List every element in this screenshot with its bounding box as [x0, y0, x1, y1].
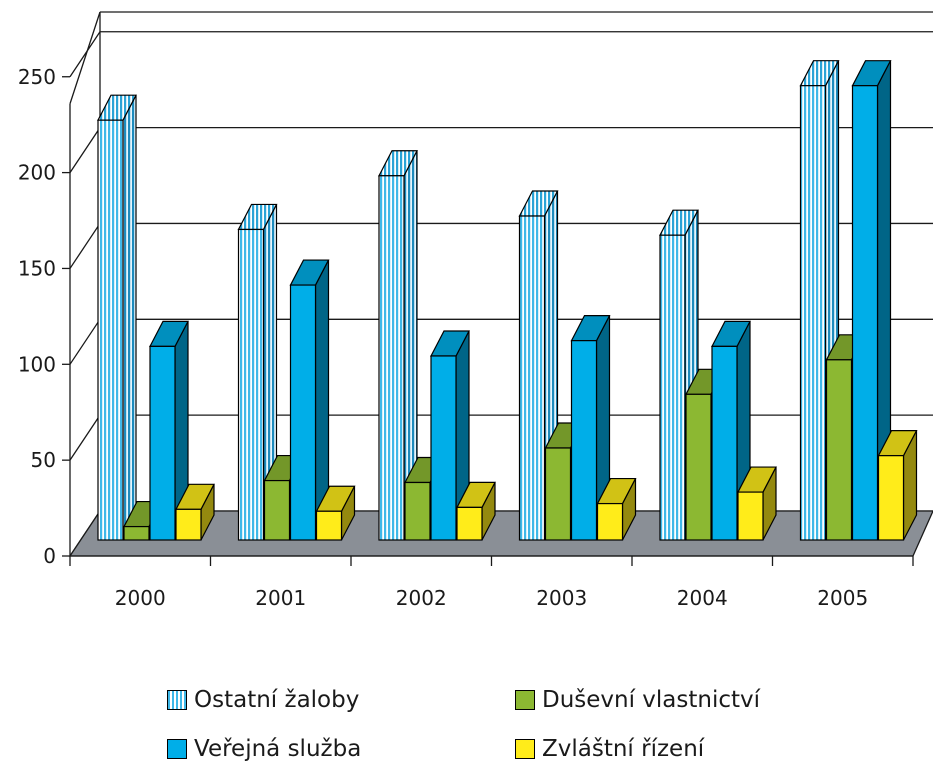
bar-veřejná-služba-2001 — [289, 259, 330, 541]
bar-front — [851, 85, 879, 541]
wall-gridline — [69, 223, 101, 269]
bar-front — [570, 340, 598, 541]
bar-front — [825, 359, 853, 541]
bar-front — [596, 502, 624, 541]
y-tick-label: 150 — [18, 256, 56, 280]
y-tick-label: 100 — [18, 352, 56, 376]
bar-zvláštní-řízení-2005 — [877, 430, 918, 541]
y-tick-label: 0 — [43, 544, 56, 568]
bar-front — [456, 506, 483, 541]
bar-front — [175, 508, 202, 541]
x-tick-label: 2002 — [396, 586, 447, 610]
bar-veřejná-služba-2005 — [851, 60, 892, 541]
bar-front — [877, 455, 905, 541]
bar-zvláštní-řízení-2003 — [596, 477, 637, 541]
bar-veřejná-služba-2003 — [570, 315, 611, 541]
y-tick-label: 250 — [18, 65, 56, 89]
x-tick-label: 2000 — [115, 586, 166, 610]
bar-front — [378, 175, 405, 541]
bar-front — [430, 355, 457, 541]
bar-front — [237, 228, 265, 541]
wall-gridline — [69, 414, 101, 461]
x-tick-label: 2005 — [817, 586, 868, 610]
x-tick-label: 2003 — [536, 586, 587, 610]
wall-gridline — [69, 31, 101, 78]
wall-gridline — [69, 127, 101, 173]
bar-front — [315, 510, 343, 541]
bar-ostatní-žaloby-2001 — [237, 203, 278, 541]
bar-front — [263, 479, 291, 541]
bar-veřejná-služba-2004 — [711, 320, 751, 541]
bar-front — [123, 525, 150, 541]
y-tick-label: 200 — [18, 161, 56, 185]
wall-gridline — [69, 318, 101, 365]
bar-front — [97, 119, 124, 541]
bar-front — [711, 345, 738, 541]
bar-side — [122, 94, 137, 541]
bar-front — [685, 393, 712, 541]
bar-front — [149, 345, 176, 541]
bar-ostatní-žaloby-2003 — [518, 190, 559, 541]
bar-veřejná-služba-2002 — [430, 330, 470, 541]
bar-front — [659, 234, 686, 541]
x-tick-label: 2001 — [255, 586, 306, 610]
bar-veřejná-služba-2000 — [149, 320, 189, 541]
bar-front — [544, 447, 572, 541]
bar-front — [518, 215, 546, 541]
y-tick-label: 50 — [31, 448, 56, 472]
bar-zvláštní-řízení-2004 — [737, 466, 777, 541]
bar-ostatní-žaloby-2002 — [378, 150, 418, 541]
x-tick-label: 2004 — [677, 586, 728, 610]
bar-zvláštní-řízení-2002 — [456, 481, 496, 541]
bar-front — [289, 284, 317, 541]
bar-front — [737, 491, 764, 541]
bar-front — [404, 481, 431, 541]
bar-zvláštní-řízení-2000 — [175, 483, 215, 541]
wall-diagonal-top — [69, 11, 101, 104]
bar-front — [799, 85, 827, 541]
bar-ostatní-žaloby-2000 — [97, 94, 137, 541]
bar-zvláštní-řízení-2001 — [315, 485, 356, 541]
